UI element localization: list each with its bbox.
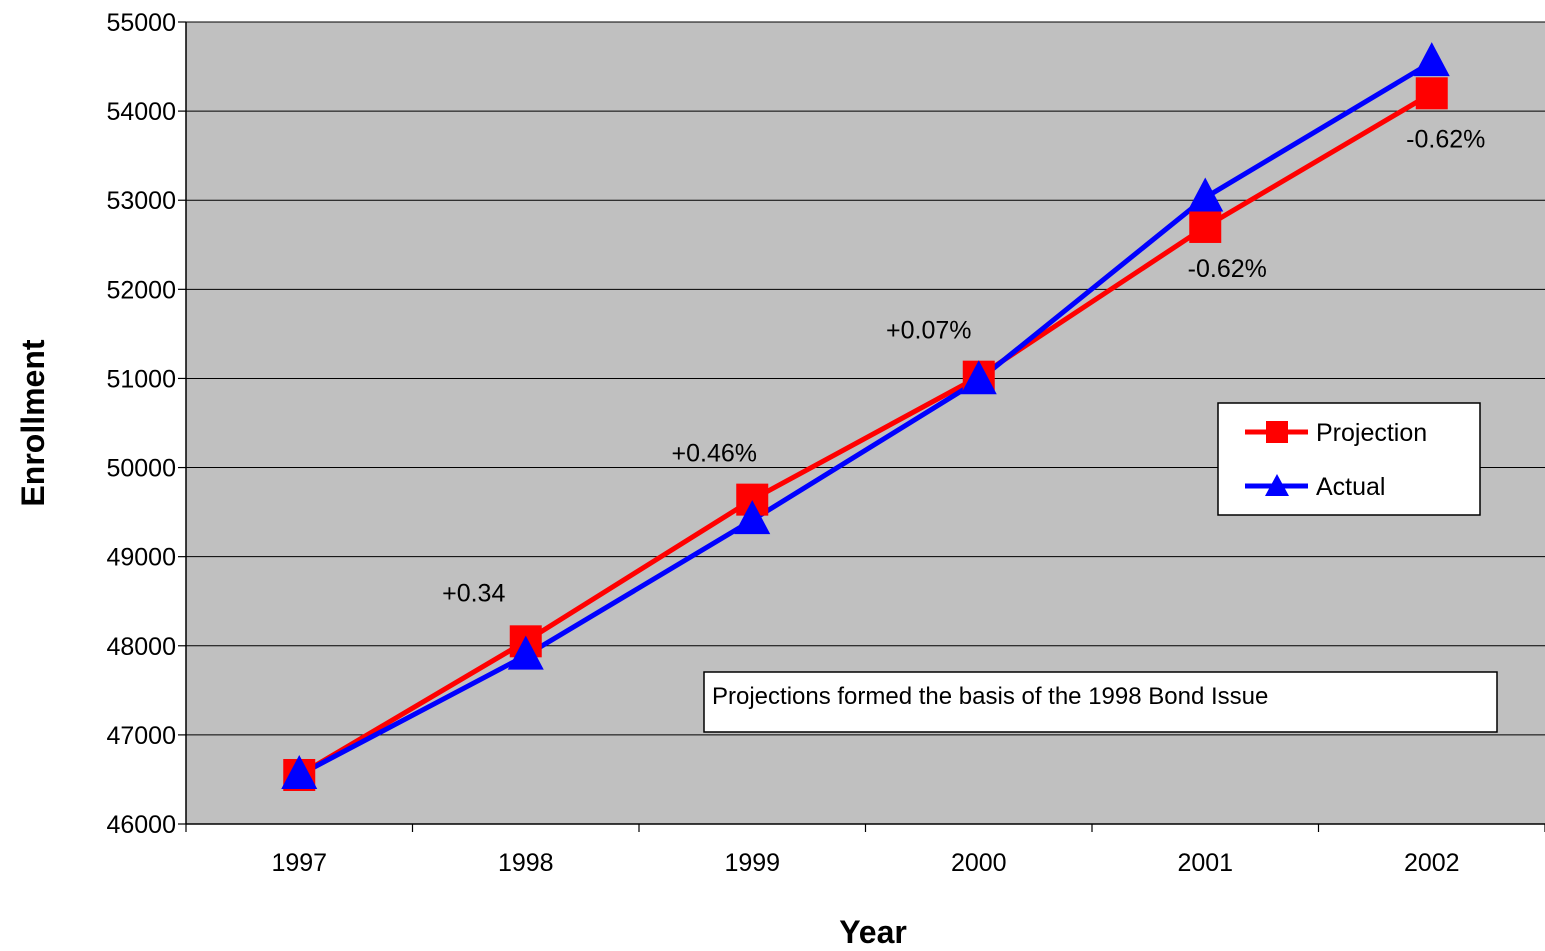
point-labels: +0.34 +0.46% +0.07% -0.62% -0.62% bbox=[442, 125, 1485, 607]
data-point-actual bbox=[507, 635, 544, 670]
data-point-projection bbox=[1189, 210, 1222, 243]
legend-projection-label: Projection bbox=[1316, 419, 1427, 447]
data-point-actual bbox=[1413, 42, 1450, 77]
y-axis-title: Enrollment bbox=[15, 339, 51, 506]
point-label: +0.07% bbox=[886, 317, 972, 345]
series-line-projection bbox=[297, 91, 1434, 778]
series-line-actual bbox=[298, 59, 1434, 778]
series-lines bbox=[297, 59, 1434, 778]
x-tick-label: 2001 bbox=[1177, 849, 1233, 877]
point-label: +0.34 bbox=[442, 579, 505, 607]
y-tick-label: 49000 bbox=[106, 544, 176, 572]
y-tick-label: 52000 bbox=[106, 276, 176, 304]
data-point-actual bbox=[734, 500, 771, 535]
y-tick-label: 48000 bbox=[106, 633, 176, 661]
y-tick-label: 51000 bbox=[106, 365, 176, 393]
y-tick-label: 46000 bbox=[106, 811, 176, 839]
legend-projection-marker bbox=[1266, 421, 1288, 443]
legend: Projection Actual bbox=[1217, 402, 1481, 516]
point-label: +0.46% bbox=[672, 440, 758, 468]
y-tick-label: 47000 bbox=[106, 722, 176, 750]
x-tick-label: 1998 bbox=[498, 849, 554, 877]
legend-actual-marker bbox=[1265, 474, 1289, 496]
x-tick-label: 2002 bbox=[1404, 849, 1460, 877]
data-point-actual bbox=[960, 360, 997, 395]
x-tick-label: 1999 bbox=[724, 849, 780, 877]
legend-box bbox=[1217, 402, 1481, 516]
point-label: -0.62% bbox=[1406, 125, 1485, 153]
annotation-box: Projections formed the basis of the 1998… bbox=[703, 671, 1498, 733]
data-point-actual bbox=[281, 754, 318, 789]
gridlines bbox=[186, 21, 1545, 825]
legend-actual-label: Actual bbox=[1316, 473, 1385, 501]
annotation-text: Projections formed the basis of the 1998… bbox=[712, 683, 1268, 710]
y-tick-label: 50000 bbox=[106, 455, 176, 483]
y-tick-label: 54000 bbox=[106, 98, 176, 126]
annotation-frame bbox=[703, 671, 1498, 733]
x-tick-label: 2000 bbox=[951, 849, 1007, 877]
data-point-actual bbox=[1187, 177, 1224, 212]
axes: 46000 47000 48000 49000 50000 51000 52000 53000… bbox=[106, 9, 1545, 877]
point-label: -0.62% bbox=[1188, 255, 1267, 283]
x-tick-label: 1997 bbox=[271, 849, 327, 877]
y-tick-label: 55000 bbox=[106, 9, 176, 37]
series-markers bbox=[281, 42, 1450, 791]
data-point-projection bbox=[1415, 77, 1448, 110]
x-axis-title: Year bbox=[839, 914, 907, 950]
y-tick-label: 53000 bbox=[106, 187, 176, 215]
